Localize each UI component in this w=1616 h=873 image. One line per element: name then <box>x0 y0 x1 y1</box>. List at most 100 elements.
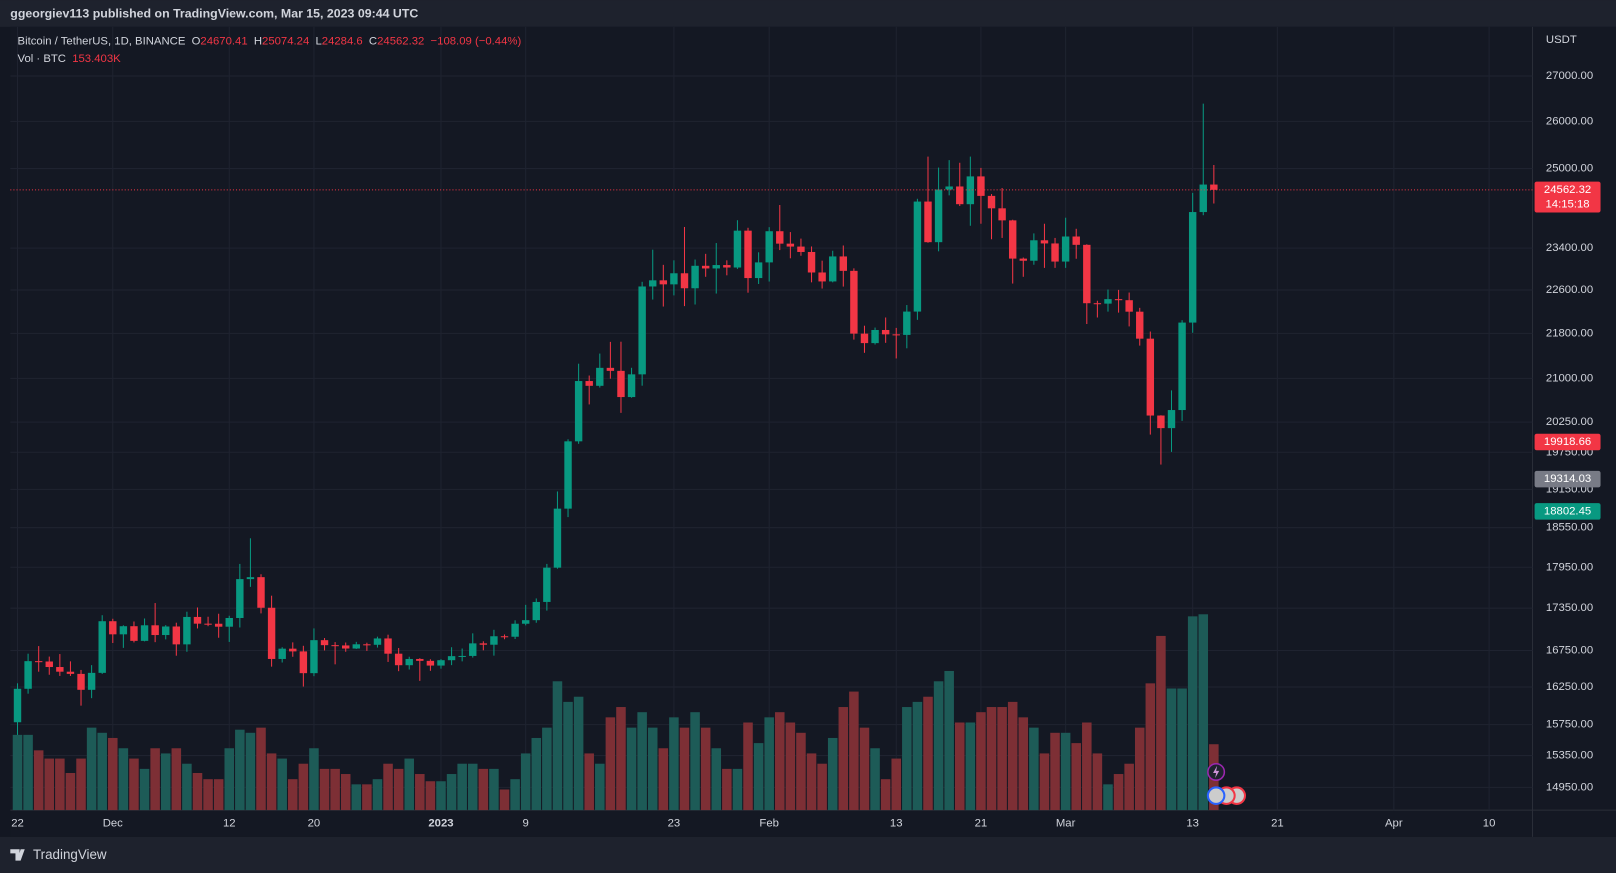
volume-bar <box>595 763 605 811</box>
volume-bar <box>372 779 383 811</box>
volume-bar <box>266 753 277 811</box>
volume-bar <box>108 737 118 811</box>
volume-bar <box>330 768 340 811</box>
candle-body <box>903 311 911 335</box>
y-tick-label: 25000.00 <box>1546 163 1593 175</box>
volume-bar <box>965 722 976 811</box>
volume-bar <box>319 768 330 811</box>
volume-bar <box>1134 727 1145 811</box>
x-tick-label: Mar <box>1056 817 1076 829</box>
candle-body <box>977 176 985 196</box>
candle-body <box>13 688 22 723</box>
candle-body <box>797 246 805 252</box>
x-tick-label: 13 <box>890 817 903 829</box>
x-tick-label: Feb <box>759 817 779 829</box>
legend-ohlc: Bitcoin / TetherUS, 1D, BINANCE O24670.41… <box>18 35 522 47</box>
price-line-label: 18802.45 <box>1544 505 1591 517</box>
volume-bar <box>499 789 510 811</box>
candle-body <box>860 333 869 344</box>
candle-body <box>712 265 720 269</box>
volume-bar <box>1156 635 1166 811</box>
legend-text: Bitcoin / TetherUS, 1D, BINANCE <box>18 35 186 47</box>
volume-bar <box>457 763 467 811</box>
candle-body <box>1167 410 1176 429</box>
candle-body <box>638 286 646 375</box>
volume-bar <box>552 681 563 811</box>
volume-bar <box>171 748 182 811</box>
candle-body <box>1104 299 1112 304</box>
candle-body <box>987 195 996 209</box>
candle-body <box>363 644 371 646</box>
volume-bar <box>436 781 446 811</box>
candle-body <box>77 673 85 690</box>
legend-text: O <box>192 35 201 47</box>
y-tick-label: 16750.00 <box>1546 645 1593 657</box>
y-tick-label: 19150.00 <box>1546 483 1593 495</box>
volume-bar <box>954 722 965 811</box>
volume-bar <box>118 748 129 811</box>
currency: USDT <box>1546 34 1577 46</box>
x-tick-label: 21 <box>975 817 988 829</box>
countdown-label: 14:15:18 <box>1546 198 1590 210</box>
y-tick-label: 15750.00 <box>1546 719 1593 731</box>
volume-bar <box>288 779 298 811</box>
candle-body <box>267 607 276 659</box>
candle-body <box>1178 322 1186 411</box>
volume-bar <box>711 748 722 811</box>
candle-body <box>754 262 763 279</box>
candle-body <box>204 623 212 625</box>
volume-bar <box>764 717 774 811</box>
candle-body <box>278 648 286 659</box>
volume-bar <box>245 732 256 811</box>
candle-body <box>119 626 128 635</box>
candle-body <box>511 623 519 637</box>
candle-body <box>1083 244 1091 304</box>
candle-body <box>733 230 742 268</box>
legend-text: 24284.6 <box>322 35 363 47</box>
volume-bar <box>1039 753 1050 811</box>
volume-bar <box>912 701 923 811</box>
volume-bar <box>817 763 827 811</box>
candle-body <box>140 625 149 641</box>
candle-body <box>839 256 848 271</box>
candle-body <box>109 621 117 635</box>
candle-body <box>627 374 636 398</box>
volume-bar <box>489 768 499 811</box>
brand: TradingView <box>33 847 107 862</box>
volume-bar <box>669 717 679 811</box>
volume-bar <box>700 727 711 811</box>
candle-body <box>193 616 202 624</box>
legend-text: −108.09 (−0.44%) <box>431 35 522 47</box>
volume-bar <box>478 768 489 811</box>
candle-body <box>98 621 106 673</box>
legend-text: H <box>254 35 262 47</box>
volume-bar <box>192 772 203 811</box>
volume-bar <box>55 758 65 811</box>
legend-volume: Vol · BTC 153.403K <box>18 53 122 65</box>
legend-text: C <box>369 35 377 47</box>
volume-bar <box>256 727 266 811</box>
volume-bar <box>203 779 213 811</box>
volume-bar <box>23 734 33 811</box>
price-line-label: 19314.03 <box>1544 473 1591 485</box>
volume-bar <box>12 734 23 811</box>
volume-bar <box>446 774 457 811</box>
volume-bar <box>679 727 690 811</box>
volume-bar <box>584 753 594 811</box>
candle-body <box>1157 415 1165 429</box>
candle-body <box>236 579 244 618</box>
candle-body <box>1199 184 1207 213</box>
volume-bar <box>510 779 520 811</box>
candle-body <box>426 660 435 666</box>
volume-bar <box>425 781 436 811</box>
candle-body <box>543 567 551 602</box>
volume-bar <box>1007 701 1018 811</box>
candle-body <box>437 660 445 666</box>
volume-bar <box>976 712 986 811</box>
volume-bar <box>690 712 700 811</box>
candle-body <box>945 186 953 190</box>
top-bar <box>0 0 1616 27</box>
volume-bar <box>658 748 669 811</box>
candle-body <box>299 651 308 674</box>
volume-bar <box>224 748 235 811</box>
